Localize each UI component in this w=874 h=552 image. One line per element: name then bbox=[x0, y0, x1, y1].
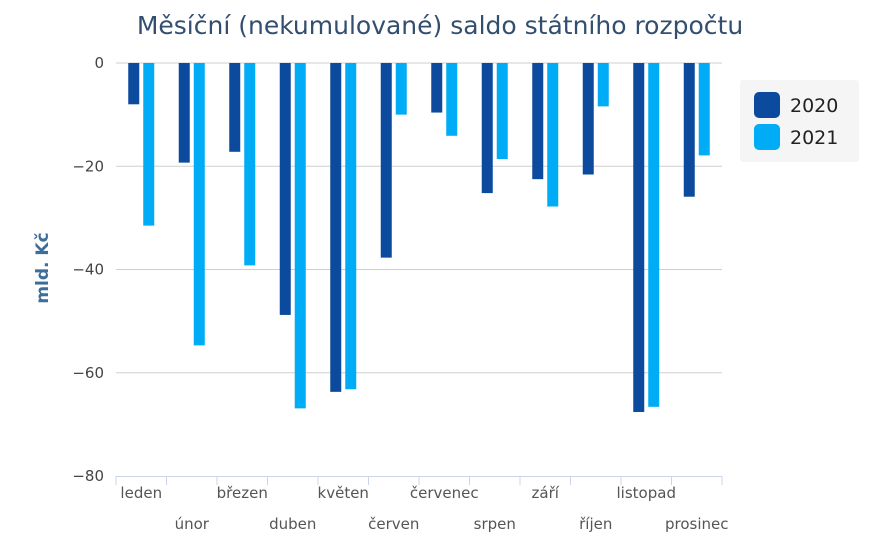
y-tick-label: 0 bbox=[94, 54, 104, 72]
bar-2021-listopad[interactable] bbox=[648, 63, 660, 407]
legend-label[interactable]: 2021 bbox=[790, 127, 838, 149]
bar-2021-březen[interactable] bbox=[244, 63, 256, 266]
x-tick-label: září bbox=[532, 484, 560, 502]
bar-2020-září[interactable] bbox=[532, 63, 544, 180]
gridlines bbox=[116, 62, 722, 374]
x-tick-label: říjen bbox=[579, 515, 612, 533]
bar-2020-duben[interactable] bbox=[279, 63, 291, 315]
bar-2020-srpen[interactable] bbox=[481, 63, 493, 194]
x-tick-label: únor bbox=[175, 515, 210, 533]
legend-swatch-2020[interactable] bbox=[754, 92, 780, 118]
bars bbox=[128, 63, 710, 412]
bar-2021-únor[interactable] bbox=[193, 63, 205, 346]
bar-2021-červenec[interactable] bbox=[446, 63, 458, 136]
bar-2020-říjen[interactable] bbox=[582, 63, 594, 175]
x-tick-label: červenec bbox=[410, 484, 479, 502]
bar-2021-leden[interactable] bbox=[143, 63, 155, 226]
legend-label[interactable]: 2020 bbox=[790, 95, 838, 117]
bar-2020-červenec[interactable] bbox=[431, 63, 443, 113]
bar-2021-duben[interactable] bbox=[294, 63, 306, 409]
bar-2021-srpen[interactable] bbox=[496, 63, 508, 160]
bar-2020-červen[interactable] bbox=[380, 63, 392, 258]
bar-2021-září[interactable] bbox=[547, 63, 559, 207]
legend[interactable]: 2020 2021 bbox=[740, 80, 859, 162]
x-tick-label: březen bbox=[217, 484, 268, 502]
y-tick-label: −40 bbox=[72, 261, 104, 279]
bar-2020-únor[interactable] bbox=[178, 63, 190, 163]
chart-title: Měsíční (nekumulované) saldo státního ro… bbox=[137, 11, 743, 40]
y-axis-label: mld. Kč bbox=[33, 232, 53, 303]
bar-2020-březen[interactable] bbox=[229, 63, 241, 152]
bar-2021-červen[interactable] bbox=[395, 63, 407, 115]
y-tick-label: −60 bbox=[72, 364, 104, 382]
legend-swatch-2021[interactable] bbox=[754, 124, 780, 150]
bar-2020-květen[interactable] bbox=[330, 63, 342, 392]
bar-2020-listopad[interactable] bbox=[633, 63, 645, 412]
x-tick-label: srpen bbox=[474, 515, 516, 533]
x-tick-label: červen bbox=[368, 515, 419, 533]
bar-2020-prosinec[interactable] bbox=[683, 63, 695, 197]
bar-2021-prosinec[interactable] bbox=[698, 63, 710, 156]
y-tick-label: −80 bbox=[72, 467, 104, 485]
x-tick-label: leden bbox=[120, 484, 162, 502]
bar-2020-leden[interactable] bbox=[128, 63, 140, 105]
y-tick-label: −20 bbox=[72, 157, 104, 175]
x-tick-label: květen bbox=[318, 484, 369, 502]
bar-2021-květen[interactable] bbox=[345, 63, 357, 390]
x-tick-label: prosinec bbox=[665, 515, 729, 533]
x-tick-label: duben bbox=[269, 515, 316, 533]
bar-2021-říjen[interactable] bbox=[597, 63, 609, 107]
x-tick-label: listopad bbox=[617, 484, 676, 502]
